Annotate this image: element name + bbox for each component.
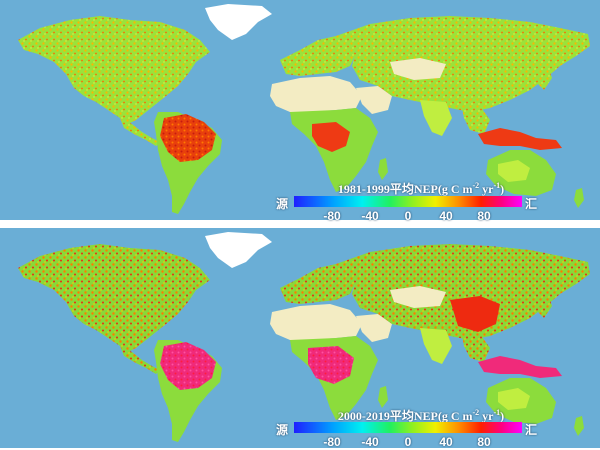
- legend-tick: 40: [439, 209, 453, 222]
- southeast-asia: [462, 334, 490, 362]
- legend-colorbar: [294, 422, 522, 433]
- europe: [280, 264, 356, 304]
- new-zealand: [574, 416, 584, 436]
- world-map-2000-2019: [0, 232, 600, 450]
- legend-colorbar: [294, 196, 522, 207]
- legend-tick: -80: [323, 435, 341, 449]
- map-panel-2000-2019: 2000-2019平均NEP(g C m-2 yr-1) 源 汇 -80 -40…: [0, 228, 600, 450]
- amazon-sink: [160, 114, 216, 162]
- congo-sink: [312, 122, 350, 152]
- india: [420, 328, 452, 364]
- central-asia-desert: [390, 58, 446, 80]
- legend-source-label: 源: [276, 423, 289, 437]
- indonesia: [478, 128, 562, 150]
- india: [420, 100, 452, 136]
- legend-tick: 40: [439, 435, 453, 449]
- legend-title-2000-2019: 2000-2019平均NEP(g C m-2 yr-1): [311, 407, 531, 424]
- map-panel-1981-1999: 1981-1999平均NEP(g C m-2 yr-1) 源 汇 -80 -40…: [0, 0, 600, 222]
- indonesia: [478, 356, 562, 378]
- legend-title-yr: yr: [479, 409, 494, 423]
- legend-title-main: 2000-2019平均NEP: [337, 409, 438, 423]
- central-asia-desert: [390, 286, 446, 308]
- legend-title-sup-yr: -1: [493, 181, 501, 190]
- japan: [538, 294, 552, 318]
- legend-sink-label: 汇: [525, 423, 538, 437]
- japan: [538, 66, 552, 90]
- legend-source-label: 源: [276, 197, 289, 211]
- legend-title-unit: (g C m: [437, 409, 473, 423]
- legend-title-yr: yr: [479, 182, 494, 196]
- southeast-asia: [462, 106, 490, 134]
- legend-tick: 80: [477, 209, 491, 222]
- north-america: [18, 244, 210, 352]
- legend-tick: 0: [404, 435, 412, 449]
- world-map-1981-1999: [0, 4, 600, 222]
- antarctica-edge: [0, 220, 600, 222]
- australia-desert: [498, 160, 530, 182]
- east-asia-sink: [450, 296, 500, 332]
- north-america: [18, 16, 210, 124]
- asia: [336, 244, 590, 340]
- asia: [336, 16, 590, 112]
- sahara: [270, 304, 362, 340]
- australia-desert: [498, 388, 530, 410]
- legend-tick: -40: [361, 435, 379, 449]
- greenland: [205, 4, 272, 40]
- madagascar: [378, 158, 388, 180]
- europe: [280, 36, 356, 76]
- arabia: [356, 86, 392, 114]
- legend-title-sup-yr: -1: [493, 408, 501, 417]
- legend-title-main: 1981-1999平均NEP: [337, 182, 438, 196]
- sahara: [270, 76, 362, 112]
- new-zealand: [574, 188, 584, 208]
- arabia: [356, 314, 392, 342]
- panel-divider: [0, 222, 600, 228]
- legend-title-end: ): [500, 409, 505, 423]
- central-america: [120, 118, 160, 146]
- greenland: [205, 232, 272, 268]
- congo-sink: [308, 346, 354, 384]
- legend-sink-label: 汇: [525, 197, 538, 211]
- amazon-sink: [160, 342, 216, 390]
- legend-tick: -40: [361, 209, 379, 222]
- legend-title-1981-1999: 1981-1999平均NEP(g C m-2 yr-1): [311, 180, 531, 197]
- legend-tick: 80: [477, 435, 491, 449]
- madagascar: [378, 386, 388, 408]
- legend-tick: 0: [404, 209, 412, 222]
- legend-tick: -80: [323, 209, 341, 222]
- legend-title-end: ): [500, 182, 505, 196]
- legend-title-unit: (g C m: [437, 182, 473, 196]
- central-america: [120, 346, 160, 374]
- legend-title-sup-m: -2: [472, 181, 480, 190]
- legend-title-sup-m: -2: [472, 408, 480, 417]
